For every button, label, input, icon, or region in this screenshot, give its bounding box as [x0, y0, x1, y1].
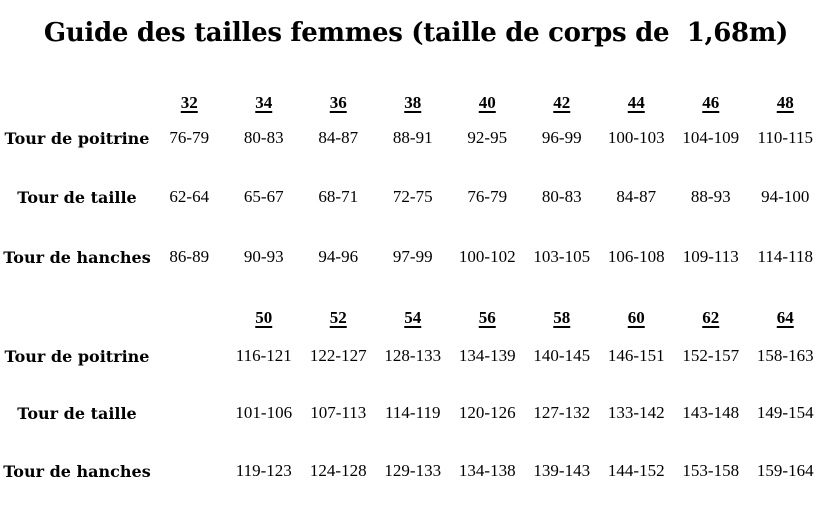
value-cell: 116-121 [235, 346, 292, 365]
size-header-cell: 62 [702, 308, 720, 327]
value-cell: 84-87 [616, 187, 657, 206]
value-cell: 144-152 [607, 461, 665, 480]
value-cell: 110-115 [757, 128, 813, 147]
value-cell: 158-163 [756, 346, 814, 365]
size-header-cell: 42 [553, 93, 571, 112]
spacer-cell [152, 378, 227, 448]
value-cell: 109-113 [682, 247, 739, 266]
table-row-hips: Tour de hanches 119-123 124-128 129-133 … [2, 448, 823, 494]
value-cell: 76-79 [467, 187, 508, 206]
value-cell: 152-157 [682, 346, 740, 365]
value-cell: 106-108 [607, 247, 665, 266]
value-cell: 159-164 [756, 461, 814, 480]
value-cell: 149-154 [756, 403, 814, 422]
table-row-hips: Tour de hanches 86-89 90-93 94-96 97-99 … [2, 236, 823, 278]
value-cell: 114-118 [757, 247, 813, 266]
size-header-cell: 46 [702, 93, 720, 112]
spacer-cell [152, 302, 227, 334]
table-row-bust: Tour de poitrine 116-121 122-127 128-133… [2, 334, 823, 378]
value-cell: 94-100 [761, 187, 810, 206]
value-cell: 119-123 [235, 461, 292, 480]
value-cell: 101-106 [235, 403, 293, 422]
page-title: Guide des tailles femmes (taille de corp… [43, 18, 789, 48]
value-cell: 88-93 [690, 187, 731, 206]
size-header-cell: 60 [627, 308, 645, 327]
value-cell: 107-113 [310, 403, 367, 422]
spacer-cell [152, 448, 227, 494]
value-cell: 100-102 [458, 247, 516, 266]
value-cell: 65-67 [243, 187, 284, 206]
row-label-cell: Tour de poitrine [4, 128, 150, 148]
value-cell: 94-96 [318, 247, 359, 266]
value-cell: 134-138 [458, 461, 516, 480]
value-cell: 139-143 [533, 461, 591, 480]
row-label-cell: Tour de taille [17, 187, 137, 207]
value-cell: 76-79 [169, 128, 210, 147]
value-cell: 62-64 [169, 187, 210, 206]
size-header-cell: 34 [255, 93, 273, 112]
value-cell: 104-109 [682, 128, 740, 147]
value-cell: 80-83 [541, 187, 582, 206]
value-cell: 88-91 [392, 128, 433, 147]
value-cell: 90-93 [243, 247, 284, 266]
value-cell: 134-139 [458, 346, 516, 365]
size-header-cell: 44 [627, 93, 645, 112]
corner-cell [2, 88, 152, 118]
value-cell: 128-133 [384, 346, 442, 365]
corner-cell [2, 302, 152, 334]
value-cell: 68-71 [318, 187, 359, 206]
value-cell: 143-148 [682, 403, 740, 422]
row-label-cell: Tour de hanches [3, 247, 151, 267]
value-cell: 97-99 [392, 247, 433, 266]
value-cell: 86-89 [169, 247, 210, 266]
size-header-cell: 38 [404, 93, 422, 112]
value-cell: 84-87 [318, 128, 359, 147]
size-header-cell: 58 [553, 308, 571, 327]
value-cell: 127-132 [533, 403, 591, 422]
size-table-lower: 50 52 54 56 58 60 62 64 Tour de poitrine… [2, 302, 823, 494]
value-cell: 153-158 [682, 461, 740, 480]
value-cell: 129-133 [384, 461, 442, 480]
table-row-waist: Tour de taille 101-106 107-113 114-119 1… [2, 378, 823, 448]
value-cell: 120-126 [458, 403, 516, 422]
size-header-row: 32 34 36 38 40 42 44 46 48 [2, 88, 823, 118]
row-label-cell: Tour de taille [17, 403, 137, 423]
size-header-cell: 50 [255, 308, 273, 327]
value-cell: 133-142 [607, 403, 665, 422]
value-cell: 146-151 [607, 346, 665, 365]
value-cell: 100-103 [607, 128, 665, 147]
size-header-cell: 32 [180, 93, 198, 112]
row-label-cell: Tour de poitrine [4, 346, 150, 366]
size-header-cell: 64 [776, 308, 794, 327]
value-cell: 124-128 [309, 461, 367, 480]
size-header-cell: 54 [404, 308, 422, 327]
value-cell: 114-119 [385, 403, 441, 422]
size-header-cell: 56 [478, 308, 496, 327]
value-cell: 72-75 [392, 187, 433, 206]
value-cell: 122-127 [309, 346, 367, 365]
size-header-cell: 40 [478, 93, 496, 112]
table-row-waist: Tour de taille 62-64 65-67 68-71 72-75 7… [2, 158, 823, 236]
value-cell: 140-145 [533, 346, 591, 365]
value-cell: 103-105 [533, 247, 591, 266]
size-header-row: 50 52 54 56 58 60 62 64 [2, 302, 823, 334]
size-header-cell: 36 [329, 93, 347, 112]
value-cell: 80-83 [243, 128, 284, 147]
size-table-upper: 32 34 36 38 40 42 44 46 48 Tour de poitr… [2, 88, 823, 278]
size-header-cell: 48 [776, 93, 794, 112]
value-cell: 96-99 [541, 128, 582, 147]
size-header-cell: 52 [329, 308, 347, 327]
row-label-cell: Tour de hanches [3, 461, 151, 481]
spacer-cell [152, 334, 227, 378]
value-cell: 92-95 [467, 128, 508, 147]
table-row-bust: Tour de poitrine 76-79 80-83 84-87 88-91… [2, 118, 823, 158]
